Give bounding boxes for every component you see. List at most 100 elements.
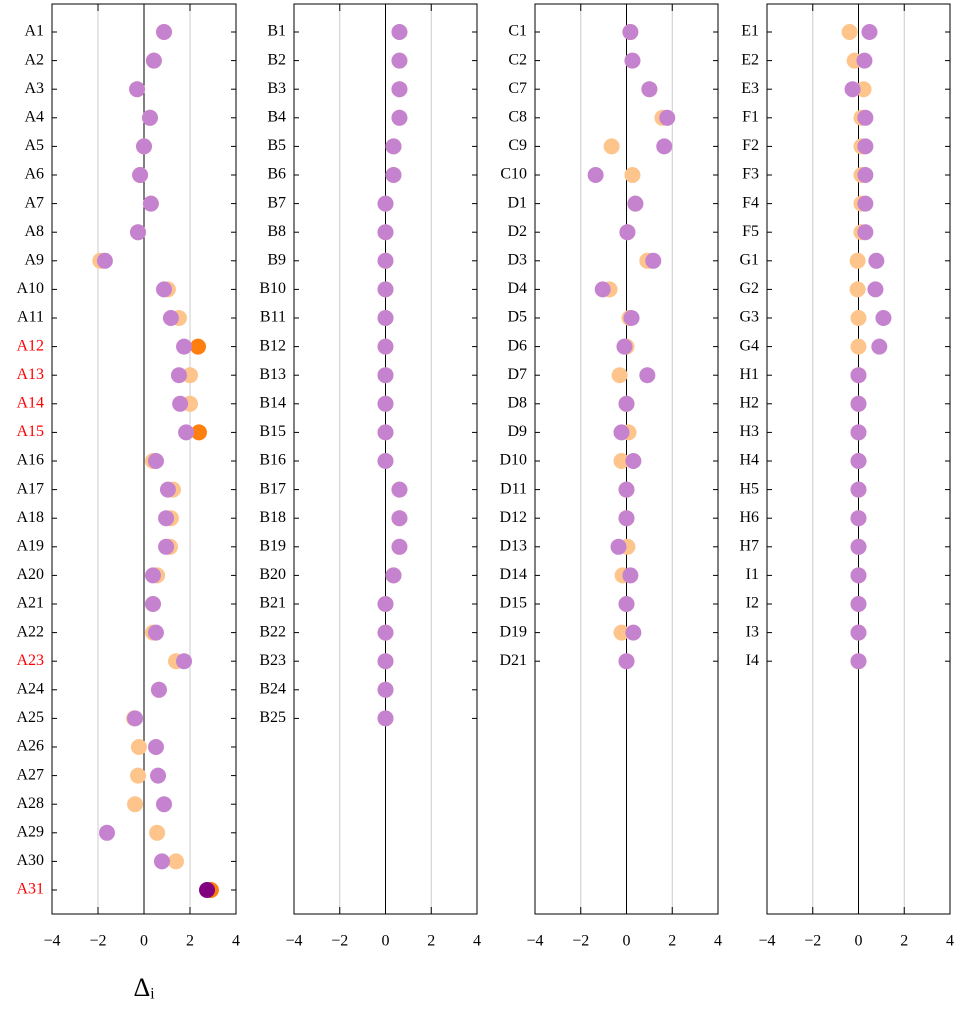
dot	[385, 167, 402, 183]
category-label: A27	[16, 766, 44, 783]
dot	[856, 52, 873, 69]
category-label: B8	[267, 223, 286, 240]
category-label: F1	[742, 108, 759, 125]
dot	[613, 424, 630, 441]
dot	[176, 338, 193, 355]
category-label: D1	[507, 194, 527, 211]
category-label: A13	[16, 366, 44, 383]
dot	[132, 167, 149, 183]
dot	[391, 481, 408, 498]
dot	[377, 338, 394, 355]
dot	[850, 453, 867, 469]
plot-frame	[766, 3, 951, 915]
category-label: A9	[24, 251, 44, 268]
category-label: D4	[507, 280, 527, 297]
category-label: A19	[16, 537, 44, 554]
x-tick-label: −2	[804, 933, 821, 950]
dot	[850, 338, 867, 355]
dot	[594, 281, 611, 298]
x-tick-label: 4	[473, 933, 481, 950]
x-tick-label: −2	[572, 933, 589, 950]
category-label: A25	[16, 709, 44, 726]
dot	[850, 567, 867, 584]
category-label: D21	[499, 652, 527, 669]
dot	[850, 395, 867, 412]
x-tick-label: 0	[623, 933, 631, 950]
dot	[130, 224, 147, 241]
dot	[624, 52, 641, 69]
category-label: A16	[16, 452, 44, 469]
dot	[98, 824, 115, 841]
dot	[190, 424, 207, 441]
dot	[150, 767, 167, 784]
dot	[618, 653, 635, 670]
category-label: B7	[267, 194, 286, 211]
dot	[170, 367, 187, 384]
dot	[850, 510, 867, 527]
category-label: G4	[739, 337, 759, 354]
x-tick-label: −4	[43, 933, 60, 950]
dot	[377, 195, 394, 212]
category-label: A26	[16, 738, 44, 755]
dot	[841, 24, 858, 40]
dot	[145, 52, 162, 69]
dot	[391, 52, 408, 69]
category-label: B19	[259, 537, 286, 554]
category-label: A2	[24, 51, 44, 68]
dot	[96, 252, 113, 269]
dot	[656, 138, 673, 155]
category-label: H7	[739, 537, 759, 554]
category-label: C2	[508, 51, 527, 68]
category-label: F3	[742, 166, 759, 183]
dot	[625, 624, 642, 641]
x-tick-label: −2	[331, 933, 348, 950]
category-label: D19	[499, 623, 527, 640]
dot	[844, 81, 861, 98]
category-label: B11	[260, 309, 286, 326]
category-label: H5	[739, 480, 759, 497]
category-label: B25	[259, 709, 286, 726]
category-label: C7	[508, 80, 527, 97]
category-label: D6	[507, 337, 527, 354]
category-label: B1	[267, 23, 286, 40]
dot	[377, 281, 394, 298]
dot	[622, 567, 639, 584]
category-label: F2	[742, 137, 759, 154]
dot	[167, 853, 184, 870]
category-label: I4	[746, 652, 759, 669]
x-tick-label: 4	[946, 933, 954, 950]
dot	[618, 481, 635, 498]
dot	[624, 167, 641, 183]
dot	[850, 310, 867, 326]
x-tick-label: 4	[232, 933, 240, 950]
category-label: B14	[259, 394, 286, 411]
dot	[611, 367, 628, 384]
dot	[623, 310, 640, 326]
x-tick-label: 0	[855, 933, 863, 950]
category-label: A12	[16, 337, 44, 354]
dot	[147, 624, 164, 641]
category-label: G1	[739, 251, 759, 268]
category-label: A4	[24, 108, 44, 125]
category-label: E1	[741, 23, 759, 40]
dot	[127, 796, 144, 813]
dot	[156, 281, 173, 298]
x-tick-label: 2	[900, 933, 908, 950]
dot	[377, 395, 394, 412]
dot	[850, 367, 867, 384]
dot	[625, 453, 642, 469]
dot	[377, 252, 394, 269]
category-label: C1	[508, 23, 527, 40]
dot	[129, 81, 146, 98]
dot	[147, 453, 164, 469]
dot	[385, 138, 402, 155]
dot	[377, 453, 394, 469]
category-label: A17	[16, 480, 44, 497]
category-label: H3	[739, 423, 759, 440]
x-tick-label: −4	[526, 933, 543, 950]
category-label: A7	[24, 194, 44, 211]
dot	[850, 624, 867, 641]
dot	[150, 681, 167, 698]
category-label: B15	[259, 423, 286, 440]
dot	[619, 224, 636, 241]
